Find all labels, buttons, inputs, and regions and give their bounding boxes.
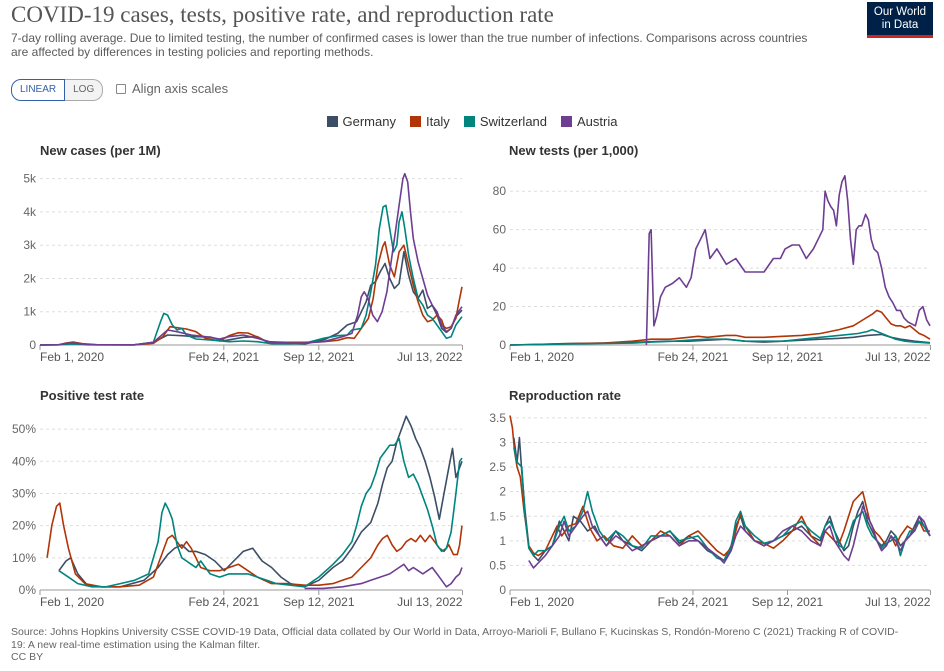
x-tick-label: Feb 24, 2021 (658, 350, 729, 364)
owid-logo[interactable]: Our World in Data (867, 2, 933, 38)
panel-title-positive-rate: Positive test rate (40, 388, 145, 403)
x-tick-label: Jul 13, 2022 (397, 350, 463, 364)
y-tick-label: 10% (12, 551, 36, 565)
linear-button[interactable]: LINEAR (11, 79, 66, 101)
y-tick-label: 1.5 (489, 509, 506, 523)
series-line-germany (513, 436, 931, 562)
logo-line-1: Our World (873, 6, 927, 18)
y-tick-label: 1k (23, 305, 37, 319)
logo-line-2: in Data (881, 19, 919, 31)
y-tick-label: 4k (23, 205, 37, 219)
legend-swatch (561, 116, 573, 127)
series-line-austria (645, 175, 931, 346)
chart-title: COVID-19 cases, tests, positive rate, an… (11, 2, 554, 27)
y-tick-label: 3 (499, 436, 506, 450)
legend-label: Italy (425, 114, 450, 129)
y-tick-label: 0.5 (489, 558, 506, 572)
series-line-switzerland (513, 447, 931, 562)
legend-swatch (326, 116, 338, 127)
y-tick-label: 3.5 (489, 411, 506, 425)
series-line-italy (39, 241, 463, 346)
logo-red-bar (867, 35, 933, 38)
legend: Germany Italy Switzerland Austria (0, 114, 944, 129)
legend-item-switzerland[interactable]: Switzerland (463, 114, 548, 129)
y-tick-label: 2k (23, 271, 37, 285)
series-line-austria (304, 563, 463, 590)
legend-label: Germany (342, 114, 396, 129)
license-text: CC BY (11, 651, 44, 663)
y-tick-label: 20% (12, 519, 36, 533)
source-note: Source: Johns Hopkins University CSSE CO… (11, 626, 911, 664)
series-line-switzerland (58, 437, 463, 588)
legend-item-italy[interactable]: Italy (409, 114, 450, 129)
y-tick-label: 0 (499, 338, 506, 352)
align-axis-scales-label: Align axis scales (132, 81, 229, 96)
y-tick-label: 30% (12, 486, 36, 500)
x-tick-label: Jul 13, 2022 (865, 595, 931, 609)
y-tick-label: 80 (493, 184, 507, 198)
y-tick-label: 5k (23, 172, 37, 186)
y-tick-label: 2 (499, 485, 506, 499)
series-line-switzerland (509, 328, 931, 346)
chart-subtitle: 7-day rolling average. Due to limited te… (11, 31, 808, 59)
y-tick-label: 50% (12, 422, 36, 436)
series-line-italy (509, 415, 930, 557)
x-tick-label: Sep 12, 2021 (752, 595, 824, 609)
scale-toggle: LINEAR LOG (11, 79, 104, 101)
x-tick-label: Feb 1, 2020 (40, 595, 104, 609)
x-tick-label: Feb 24, 2021 (188, 595, 259, 609)
cases-chart[interactable]: 0 1k 2k 3k 4k 5k Feb 1, 2020 Feb 24, 2021 Sep 12… (0, 160, 470, 370)
x-tick-label: Feb 1, 2020 (510, 595, 574, 609)
align-axis-scales-checkbox[interactable]: Align axis scales (116, 81, 228, 96)
reproduction-rate-chart[interactable]: 0 0.5 1 1.5 2 2.5 3 3.5 Feb 1, 2020 Feb 24, 2021 S… (470, 405, 944, 615)
checkbox-icon (116, 83, 126, 94)
source-text: Source: Johns Hopkins University CSSE CO… (11, 626, 899, 651)
y-tick-label: 3k (23, 238, 37, 252)
legend-swatch (409, 116, 421, 127)
y-tick-label: 40% (12, 454, 36, 468)
x-tick-label: Sep 12, 2021 (283, 595, 355, 609)
y-tick-label: 20 (493, 300, 507, 314)
y-tick-label: 0% (19, 583, 37, 597)
legend-label: Austria (577, 114, 618, 129)
y-tick-label: 60 (493, 223, 507, 237)
x-tick-label: Sep 12, 2021 (752, 350, 824, 364)
legend-label: Switzerland (479, 114, 548, 129)
series-line-germany (58, 415, 463, 588)
series-line-austria (528, 505, 931, 569)
positive-rate-chart[interactable]: 0% 10% 20% 30% 40% 50% Feb 1, 2020 Feb 24, 2021… (0, 405, 470, 615)
panel-title-tests: New tests (per 1,000) (509, 143, 639, 158)
series-line-switzerland (39, 204, 463, 346)
x-tick-label: Jul 13, 2022 (397, 595, 463, 609)
series-line-germany (39, 251, 463, 346)
series-line-austria (39, 172, 463, 346)
x-tick-label: Feb 1, 2020 (40, 350, 104, 364)
log-button[interactable]: LOG (65, 79, 104, 101)
legend-item-germany[interactable]: Germany (326, 114, 396, 129)
y-tick-label: 1 (499, 534, 506, 548)
panel-title-reproduction-rate: Reproduction rate (509, 388, 621, 403)
legend-item-austria[interactable]: Austria (561, 114, 617, 129)
x-tick-label: Sep 12, 2021 (283, 350, 355, 364)
x-tick-label: Feb 1, 2020 (510, 350, 574, 364)
y-tick-label: 0 (499, 583, 506, 597)
y-tick-label: 2.5 (489, 460, 506, 474)
panel-title-cases: New cases (per 1M) (40, 143, 161, 158)
y-tick-label: 40 (493, 261, 507, 275)
legend-swatch (463, 116, 475, 127)
series-line-italy (46, 502, 463, 588)
x-tick-label: Jul 13, 2022 (865, 350, 931, 364)
x-tick-label: Feb 24, 2021 (188, 350, 259, 364)
x-tick-label: Feb 24, 2021 (658, 595, 729, 609)
y-tick-label: 0 (29, 338, 36, 352)
series-line-italy (509, 309, 931, 346)
tests-chart[interactable]: 0 20 40 60 80 Feb 1, 2020 Feb 24, 2021 Sep 12, … (470, 160, 944, 370)
